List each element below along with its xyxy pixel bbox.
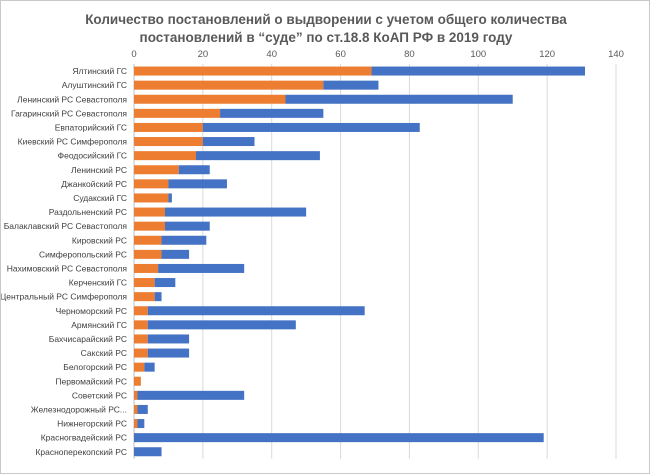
bar-segment-series-1 <box>134 292 155 302</box>
category-label: Керченский ГС <box>69 278 127 288</box>
bar-segment-series-2 <box>147 306 365 316</box>
category-label: Феодосийский ГС <box>58 151 127 161</box>
bar-segment-series-1 <box>134 320 148 330</box>
bar-segment-series-1 <box>134 249 162 259</box>
category-label: Раздольненский РС <box>49 207 127 217</box>
category-label: Ленинский РС Севастополя <box>17 94 127 104</box>
bar-segment-series-1 <box>134 334 148 344</box>
bar-segment-series-2 <box>161 235 207 245</box>
category-label: Ялтинский ГС <box>72 66 127 76</box>
bar-segment-series-1 <box>134 235 162 245</box>
bar-segment-series-1 <box>134 348 148 358</box>
category-label: Балаклавский РС Севастополя <box>4 221 128 231</box>
bar-segment-series-2 <box>285 94 513 104</box>
category-label: Красноперекопский РС <box>35 447 127 457</box>
bar-segment-series-1 <box>134 108 221 118</box>
category-label: Черноморский РС <box>56 306 127 316</box>
bar-segment-series-2 <box>154 278 176 288</box>
bar-segment-series-2 <box>164 221 210 231</box>
bar-segment-series-2 <box>371 66 586 76</box>
bar-segment-series-2 <box>158 263 245 273</box>
x-tick-label: 100 <box>470 49 486 60</box>
bar-segment-series-2 <box>144 362 155 372</box>
category-label: Симферопольский РС <box>39 249 127 259</box>
category-label: Бахчисарайский РС <box>49 334 127 344</box>
category-label: Железнодорожный РС... <box>31 404 127 414</box>
x-tick-label: 40 <box>266 49 277 60</box>
chart-title-line-1: Количество постановлений о выдворении с … <box>85 12 567 27</box>
bar-segment-series-2 <box>154 292 162 302</box>
bar-segment-series-1 <box>134 151 196 161</box>
category-label: Ленинский РС <box>71 165 127 175</box>
category-label: Алуштинский ГС <box>62 80 127 90</box>
category-label: Армянский ГС <box>71 320 127 330</box>
category-label: Кировский РС <box>72 235 127 245</box>
bar-segment-series-1 <box>134 122 203 132</box>
category-label: Красногвадейский РС <box>41 433 127 443</box>
bar-segment-series-1 <box>134 94 286 104</box>
bar-segment-series-2 <box>137 419 145 429</box>
bar-segment-series-1 <box>134 221 165 231</box>
bar-segment-series-2 <box>202 122 420 132</box>
category-label: Гагаринский РС Севастополя <box>11 108 127 118</box>
x-tick-label: 0 <box>131 49 136 60</box>
bar-segment-series-2 <box>147 334 190 344</box>
bar-segment-series-1 <box>134 165 179 175</box>
bar-segment-series-2 <box>323 80 379 90</box>
bar-segment-series-1 <box>134 193 169 203</box>
bar-segment-series-2 <box>147 320 296 330</box>
bar-segment-series-1 <box>134 362 145 372</box>
bar-segment-series-2 <box>164 207 307 217</box>
category-label: Центральный РС Симферополя <box>1 292 127 302</box>
bar-segment-series-1 <box>134 137 203 147</box>
bar-segment-series-2 <box>134 447 162 457</box>
bar-segment-series-2 <box>220 108 324 118</box>
bar-segment-series-2 <box>178 165 210 175</box>
x-tick-label: 140 <box>608 49 624 60</box>
bar-segment-series-1 <box>134 80 324 90</box>
bar-segment-series-1 <box>134 404 138 414</box>
bar-segment-series-1 <box>134 207 165 217</box>
bar-segment-series-1 <box>134 306 148 316</box>
category-label: Джанкойский РС <box>61 179 127 189</box>
bar-segment-series-2 <box>202 137 255 147</box>
chart-title: Количество постановлений о выдворении с … <box>1 11 650 47</box>
category-label: Сакский РС <box>81 348 127 358</box>
bar-segment-series-2 <box>134 433 544 443</box>
category-label: Советский РС <box>72 390 127 400</box>
bar-segment-series-1 <box>134 66 372 76</box>
bar-segment-series-2 <box>147 348 190 358</box>
x-tick-label: 120 <box>539 49 555 60</box>
category-label: Нижнегорский РС <box>57 419 127 429</box>
bar-segment-series-2 <box>195 151 320 161</box>
category-label: Евпаторийский ГС <box>55 122 127 132</box>
bar-segment-series-1 <box>134 179 169 189</box>
bar-segment-series-2 <box>137 404 148 414</box>
bar-segment-series-2 <box>161 249 190 259</box>
bar-segment-series-2 <box>168 179 227 189</box>
bar-segment-series-1 <box>134 263 159 273</box>
bar-segment-series-1 <box>134 419 138 429</box>
category-label: Нахимовский РС Севастополя <box>7 263 128 273</box>
category-label: Судакский ГС <box>73 193 127 203</box>
bar-segment-series-1 <box>134 390 138 400</box>
x-tick-label: 20 <box>198 49 209 60</box>
category-label: Киевский РС Симферополя <box>18 137 128 147</box>
x-tick-label: 60 <box>335 49 346 60</box>
bar-segment-series-1 <box>134 278 155 288</box>
category-label: Белогорский РС <box>63 362 127 372</box>
bar-segment-series-2 <box>137 390 245 400</box>
category-label: Первомайский РС <box>55 376 127 386</box>
x-tick-label: 80 <box>404 49 415 60</box>
chart-title-line-2: постановлений в “суде” по ст.18.8 КоАП Р… <box>139 30 513 45</box>
bar-segment-series-1 <box>134 376 141 386</box>
bar-segment-series-2 <box>168 193 172 203</box>
